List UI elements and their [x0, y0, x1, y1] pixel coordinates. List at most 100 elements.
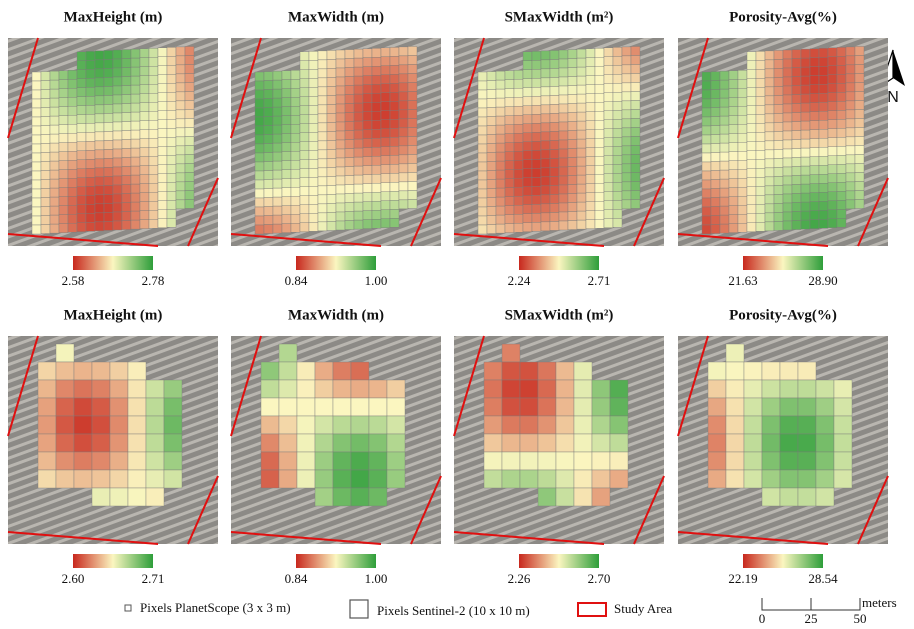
- pixel-cell: [801, 76, 810, 85]
- pixel-cell: [828, 111, 837, 120]
- pixel-cell: [279, 470, 297, 488]
- pixel-cell: [176, 164, 185, 173]
- pixel-cell: [372, 174, 381, 183]
- pixel-cell: [828, 102, 837, 111]
- pixel-cell: [176, 155, 185, 164]
- pixel-cell: [381, 219, 390, 228]
- pixel-cell: [622, 164, 631, 173]
- pixel-cell: [354, 112, 363, 121]
- pixel-cell: [264, 90, 273, 99]
- pixel-cell: [514, 223, 523, 232]
- pixel-cell: [68, 115, 77, 124]
- pixel-cell: [726, 380, 744, 398]
- pixel-cell: [167, 119, 176, 128]
- pixel-cell: [122, 68, 131, 77]
- pixel-cell: [113, 113, 122, 122]
- pixel-cell: [819, 219, 828, 228]
- pixel-cell: [622, 74, 631, 83]
- pixel-cell: [300, 133, 309, 142]
- pixel-cell: [381, 66, 390, 75]
- pixel-cell: [158, 120, 167, 129]
- pixel-cell: [122, 221, 131, 230]
- pixel-cell: [532, 150, 541, 159]
- pixel-cell: [765, 177, 774, 186]
- pixel-cell: [185, 100, 194, 109]
- pixel-cell: [38, 452, 56, 470]
- pixel-cell: [381, 120, 390, 129]
- pixel-cell: [77, 88, 86, 97]
- pixel-cell: [381, 57, 390, 66]
- pixel-cell: [801, 130, 810, 139]
- pixel-cell: [783, 149, 792, 158]
- pixel-cell: [59, 80, 68, 89]
- pixel-cell: [855, 55, 864, 64]
- pixel-cell: [550, 77, 559, 86]
- pixel-cell: [622, 110, 631, 119]
- pixel-cell: [273, 152, 282, 161]
- pixel-cell: [185, 154, 194, 163]
- pixel-cell: [792, 131, 801, 140]
- pixel-cell: [318, 159, 327, 168]
- pixel-cell: [122, 131, 131, 140]
- pixel-cell: [631, 127, 640, 136]
- pixel-cell: [167, 164, 176, 173]
- pixel-cell: [828, 210, 837, 219]
- pixel-cell: [810, 202, 819, 211]
- pixel-cell: [574, 416, 592, 434]
- pixel-cell: [273, 134, 282, 143]
- pixel-cell: [399, 110, 408, 119]
- pixel-cell: [255, 126, 264, 135]
- pixel-cell: [855, 46, 864, 55]
- pixel-cell: [41, 189, 50, 198]
- pixel-cell: [300, 79, 309, 88]
- pixel-cell: [487, 153, 496, 162]
- pixel-cell: [77, 169, 86, 178]
- pixel-cell: [496, 116, 505, 125]
- pixel-cell: [801, 139, 810, 148]
- pixel-cell: [309, 204, 318, 213]
- pixel-cell: [568, 104, 577, 113]
- pixel-cell: [104, 131, 113, 140]
- pixel-cell: [747, 223, 756, 232]
- pixel-cell: [110, 452, 128, 470]
- pixel-cell: [309, 195, 318, 204]
- pixel-cell: [568, 77, 577, 86]
- pixel-cell: [783, 122, 792, 131]
- pixel-cell: [291, 97, 300, 106]
- pixel-cell: [520, 470, 538, 488]
- pixel-cell: [819, 156, 828, 165]
- pixel-cell: [185, 109, 194, 118]
- pixel-cell: [255, 180, 264, 189]
- pixel-cell: [369, 434, 387, 452]
- pixel-cell: [140, 184, 149, 193]
- pixel-cell: [765, 114, 774, 123]
- pixel-cell: [568, 176, 577, 185]
- pixel-cell: [309, 60, 318, 69]
- pixel-cell: [550, 149, 559, 158]
- pixel-cell: [559, 194, 568, 203]
- pixel-cell: [604, 102, 613, 111]
- pixel-cell: [282, 161, 291, 170]
- pixel-cell: [95, 159, 104, 168]
- pixel-cell: [318, 195, 327, 204]
- pixel-cell: [801, 121, 810, 130]
- pixel-cell: [702, 162, 711, 171]
- pixel-cell: [747, 52, 756, 61]
- pixel-cell: [541, 213, 550, 222]
- pixel-cell: [381, 75, 390, 84]
- pixel-cell: [131, 94, 140, 103]
- pixel-cell: [523, 97, 532, 106]
- pixel-cell: [586, 112, 595, 121]
- pixel-cell: [164, 416, 182, 434]
- pixel-cell: [702, 72, 711, 81]
- pixel-cell: [146, 380, 164, 398]
- pixel-cell: [113, 131, 122, 140]
- pixel-cell: [496, 224, 505, 233]
- pixel-cell: [613, 182, 622, 191]
- colorbar: [73, 256, 153, 270]
- pixel-cell: [586, 94, 595, 103]
- pixel-cell: [77, 142, 86, 151]
- pixel-cell: [810, 211, 819, 220]
- pixel-cell: [131, 193, 140, 202]
- pixel-cell: [128, 452, 146, 470]
